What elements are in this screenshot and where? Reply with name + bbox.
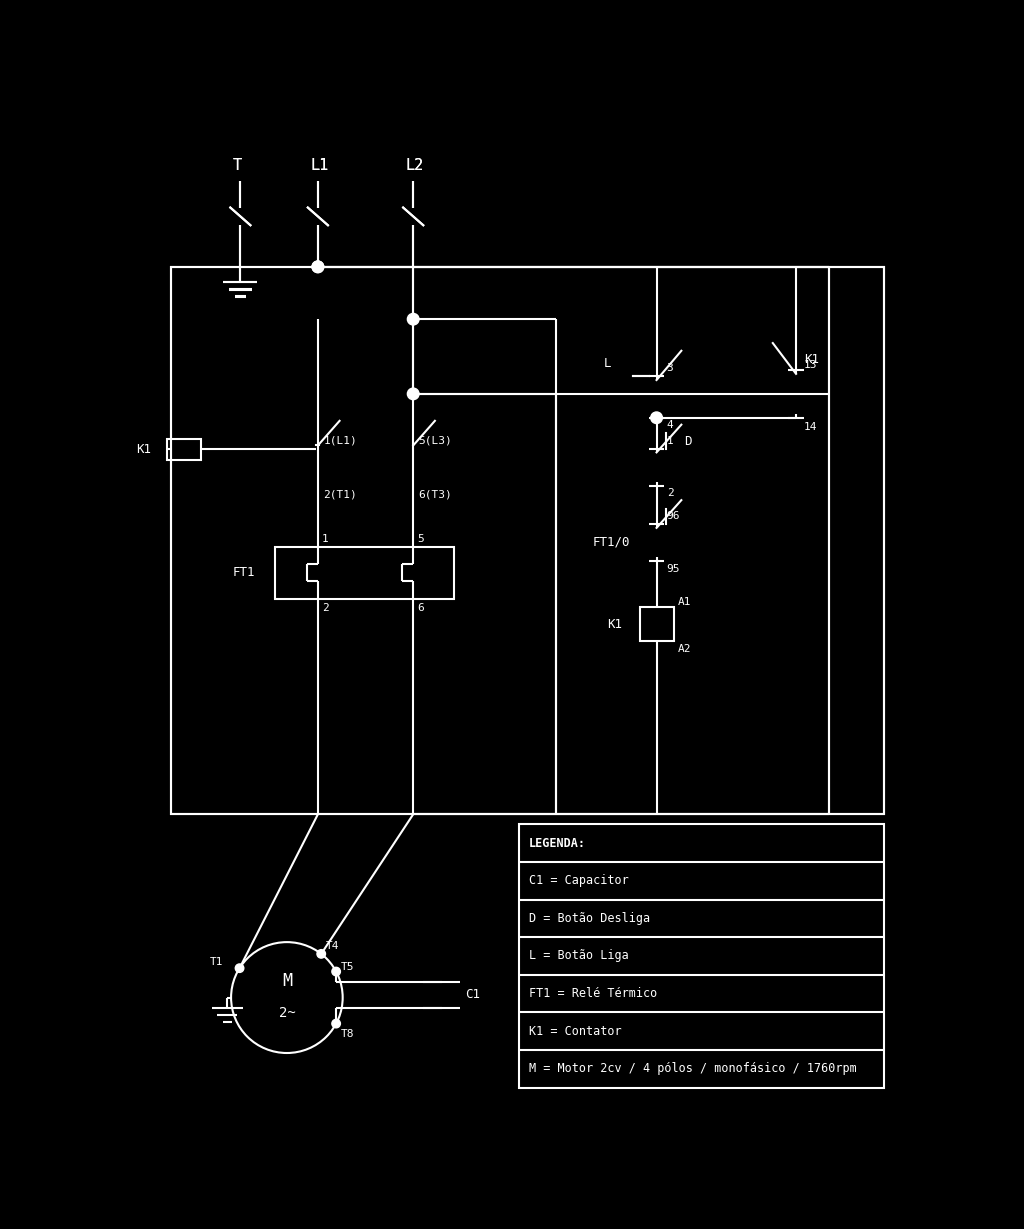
Text: 6: 6 bbox=[417, 603, 424, 613]
Text: 14: 14 bbox=[804, 422, 817, 431]
Bar bbox=[640, 607, 674, 642]
Text: 6(T3): 6(T3) bbox=[419, 489, 453, 500]
Text: D: D bbox=[684, 435, 691, 447]
Text: T5: T5 bbox=[341, 962, 354, 972]
Text: T: T bbox=[232, 159, 242, 173]
Text: L1: L1 bbox=[310, 159, 329, 173]
Text: T1: T1 bbox=[210, 957, 223, 967]
Text: 1(L1): 1(L1) bbox=[324, 435, 357, 445]
Text: K1: K1 bbox=[607, 618, 622, 630]
Bar bbox=[167, 439, 201, 460]
Text: FT1: FT1 bbox=[232, 567, 255, 579]
Text: D = Botão Desliga: D = Botão Desliga bbox=[528, 912, 650, 925]
Circle shape bbox=[332, 967, 340, 976]
Text: T8: T8 bbox=[341, 1030, 354, 1040]
Text: A2: A2 bbox=[678, 644, 692, 654]
Circle shape bbox=[312, 261, 324, 273]
Text: K1: K1 bbox=[804, 353, 819, 366]
Text: 95: 95 bbox=[667, 564, 680, 574]
Circle shape bbox=[408, 313, 419, 324]
Text: L: L bbox=[604, 358, 611, 370]
Text: M: M bbox=[282, 972, 292, 989]
Bar bbox=[519, 825, 884, 1088]
Circle shape bbox=[332, 1019, 340, 1027]
Circle shape bbox=[650, 412, 663, 424]
Text: L1: L1 bbox=[310, 159, 329, 173]
Text: 2(T1): 2(T1) bbox=[324, 489, 357, 500]
Text: 4: 4 bbox=[667, 420, 674, 430]
Text: 2: 2 bbox=[667, 488, 674, 498]
Text: C1: C1 bbox=[465, 988, 480, 1002]
Text: FT1/0: FT1/0 bbox=[593, 536, 631, 549]
Text: LEGENDA:: LEGENDA: bbox=[528, 837, 586, 849]
Circle shape bbox=[317, 950, 326, 959]
Text: 1: 1 bbox=[667, 436, 674, 446]
Circle shape bbox=[236, 964, 244, 972]
Text: C1 = Capacitor: C1 = Capacitor bbox=[528, 874, 629, 887]
Text: 3: 3 bbox=[667, 364, 674, 374]
Bar bbox=[171, 267, 884, 815]
Text: 96: 96 bbox=[667, 511, 680, 521]
Text: 2~: 2~ bbox=[279, 1007, 295, 1020]
Text: T: T bbox=[232, 159, 242, 173]
Text: T4: T4 bbox=[326, 941, 339, 951]
Text: K1 = Contator: K1 = Contator bbox=[528, 1025, 622, 1037]
Text: M = Motor 2cv / 4 pólos / monofásico / 1760rpm: M = Motor 2cv / 4 pólos / monofásico / 1… bbox=[528, 1062, 856, 1075]
Text: L2: L2 bbox=[406, 159, 424, 173]
Text: L = Botão Liga: L = Botão Liga bbox=[528, 950, 629, 962]
Text: 13: 13 bbox=[804, 360, 817, 370]
Text: K1: K1 bbox=[136, 442, 151, 456]
Text: 5: 5 bbox=[417, 535, 424, 544]
Circle shape bbox=[312, 261, 324, 273]
Text: 1: 1 bbox=[322, 535, 329, 544]
Text: 5(L3): 5(L3) bbox=[419, 435, 453, 445]
Bar bbox=[275, 547, 454, 599]
Circle shape bbox=[408, 388, 419, 399]
Text: L2: L2 bbox=[406, 159, 424, 173]
Text: 2: 2 bbox=[322, 603, 329, 613]
Bar bbox=[171, 267, 884, 815]
Text: A1: A1 bbox=[678, 597, 692, 607]
Text: FT1 = Relé Térmico: FT1 = Relé Térmico bbox=[528, 987, 657, 1000]
